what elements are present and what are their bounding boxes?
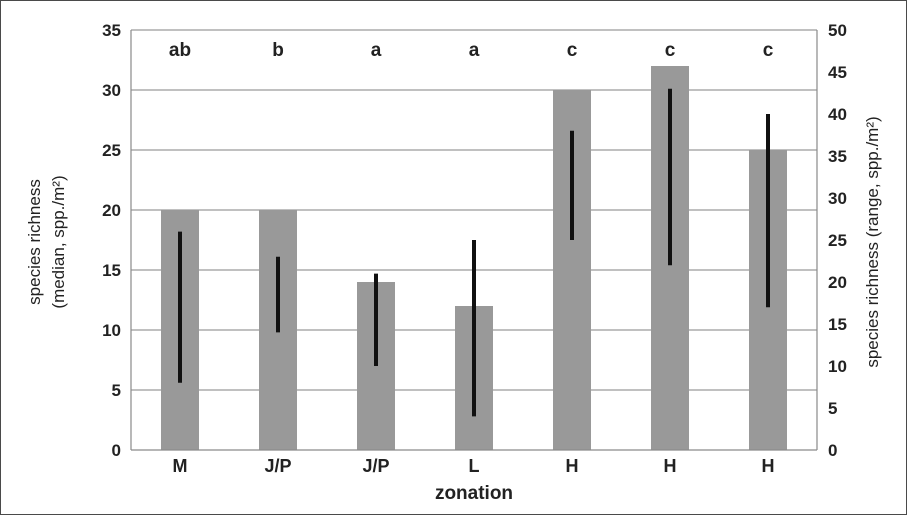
significance-letter: c [567, 40, 578, 61]
y-axis-label-left-line1: species richness [25, 179, 44, 305]
left-axis-ticks: 0 5 10 15 20 25 30 35 [102, 21, 121, 460]
right-tick-label: 20 [828, 273, 847, 292]
right-tick-label: 0 [828, 441, 837, 460]
left-tick-label: 5 [112, 381, 121, 400]
right-tick-label: 30 [828, 189, 847, 208]
gridlines [131, 29, 817, 391]
right-axis-ticks: 0 5 10 15 20 25 30 35 40 45 50 [828, 21, 847, 460]
significance-letter: c [763, 40, 774, 61]
left-tick-label: 35 [102, 21, 121, 40]
category-label: H [762, 456, 775, 476]
category-label: J/P [362, 456, 389, 476]
right-tick-label: 45 [828, 63, 847, 82]
category-label: H [566, 456, 579, 476]
right-tick-label: 40 [828, 105, 847, 124]
significance-letter: b [272, 40, 284, 61]
left-tick-label: 10 [102, 321, 121, 340]
category-label: J/P [264, 456, 291, 476]
significance-letter: c [665, 40, 676, 61]
right-tick-label: 25 [828, 231, 847, 250]
y-axis-label-right: species richness (range, spp./m²) [863, 116, 882, 367]
significance-letters: ab b a a c c c [169, 40, 774, 61]
right-tick-label: 35 [828, 147, 847, 166]
left-tick-label: 25 [102, 141, 121, 160]
category-label: L [469, 456, 480, 476]
significance-letter: ab [169, 40, 191, 61]
category-label: M [173, 456, 188, 476]
category-label: H [664, 456, 677, 476]
axes [130, 30, 818, 451]
significance-letter: a [371, 40, 382, 61]
right-tick-label: 50 [828, 21, 847, 40]
right-tick-label: 5 [828, 399, 837, 418]
category-labels: M J/P J/P L H H H [173, 456, 775, 476]
x-axis-label: zonation [435, 483, 513, 504]
left-tick-label: 30 [102, 81, 121, 100]
y-axis-label-left-line2: (median, spp./m²) [49, 175, 68, 308]
left-tick-label: 15 [102, 261, 121, 280]
significance-letter: a [469, 40, 480, 61]
right-tick-label: 15 [828, 315, 847, 334]
left-tick-label: 0 [112, 441, 121, 460]
range-lines [178, 88, 770, 417]
left-tick-label: 20 [102, 201, 121, 220]
right-tick-label: 10 [828, 357, 847, 376]
